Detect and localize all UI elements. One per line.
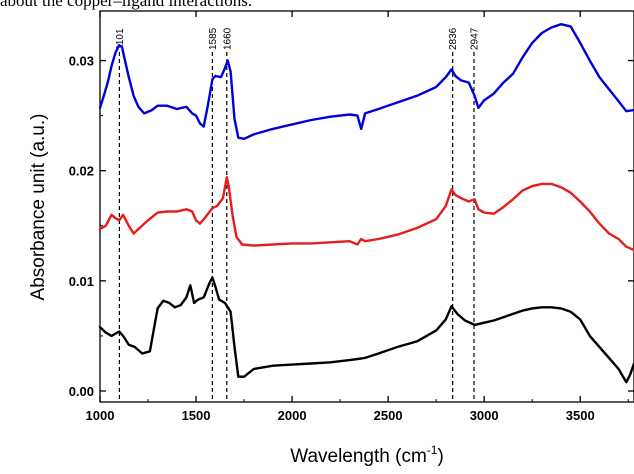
x-tick-label: 3500 [566, 408, 595, 423]
peak-label-2947: 2947 [469, 27, 480, 50]
x-tick-label: 3000 [470, 408, 499, 423]
x-tick-label: 1000 [86, 408, 115, 423]
figure-caption-fragment: about the copper–ligand interactions. [0, 0, 253, 10]
peak-reference-lines: 1101 1585 1660 2836 2947 [115, 27, 480, 402]
y-tick-label: 0.00 [69, 384, 94, 399]
spectrum-line-2 [98, 176, 634, 252]
y-axis: 0.00 0.01 0.02 0.03 [69, 54, 634, 399]
y-axis-title: Absorbance unit (a.u.) [28, 114, 49, 301]
x-axis-title-superscript: -1 [427, 443, 438, 457]
x-axis: 1000 1500 2000 2500 3000 3500 [86, 11, 629, 423]
y-tick-label: 0.02 [69, 164, 94, 179]
y-tick-label: 0.03 [69, 54, 94, 69]
peak-label-2836: 2836 [448, 27, 459, 50]
plot-frame [99, 10, 634, 403]
x-axis-title: Wavelength (cm-1) [290, 443, 444, 467]
x-tick-label: 2500 [374, 408, 403, 423]
x-axis-title-main: Wavelength (cm [290, 446, 427, 467]
peak-label-1660: 1660 [222, 27, 233, 50]
peak-label-1585: 1585 [208, 27, 219, 50]
spectrum-series [98, 23, 634, 384]
peak-label-1101: 1101 [115, 28, 126, 50]
x-axis-title-close: ) [437, 446, 443, 467]
spectrum-line-3 [98, 276, 634, 384]
x-tick-label: 2000 [278, 408, 307, 423]
spectrum-line-1 [98, 23, 634, 141]
y-tick-label: 0.01 [69, 274, 94, 289]
x-tick-label: 1500 [182, 408, 211, 423]
